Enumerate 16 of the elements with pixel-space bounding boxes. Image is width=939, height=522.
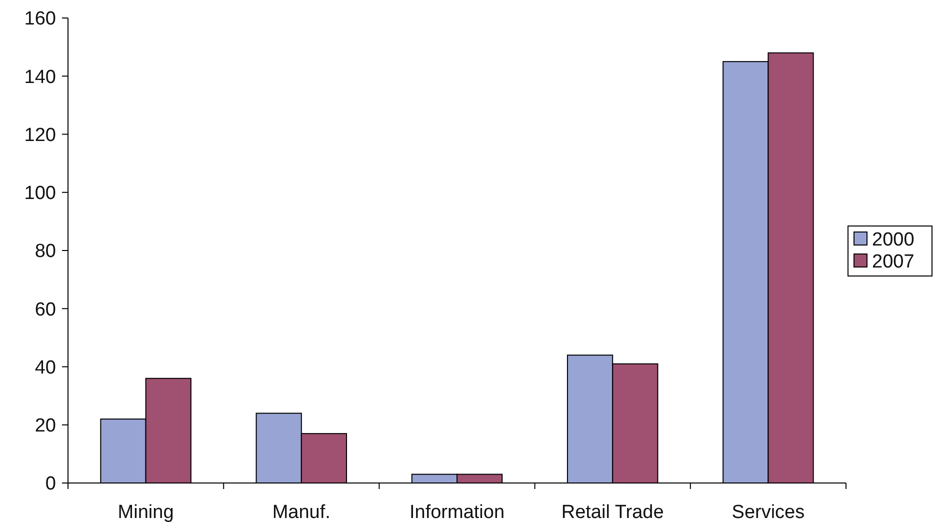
y-tick-label: 20 xyxy=(34,416,56,437)
x-tick-label: Services xyxy=(732,502,805,522)
y-tick-label: 120 xyxy=(24,124,56,146)
x-tick-label: Information xyxy=(409,502,505,522)
legend-label: 2007 xyxy=(872,252,914,273)
y-tick-label: 100 xyxy=(24,183,56,204)
y-tick-label: 80 xyxy=(34,241,56,262)
x-tick-label: Manuf. xyxy=(272,502,330,522)
x-tick-label: Mining xyxy=(118,502,174,522)
y-tick-label: 0 xyxy=(45,474,56,495)
y-tick-label: 160 xyxy=(24,8,56,30)
x-tick-label: Retail Trade xyxy=(561,502,664,522)
legend-label: 2000 xyxy=(872,230,914,251)
y-tick-label: 140 xyxy=(24,66,56,88)
y-tick-label: 60 xyxy=(34,299,56,320)
y-tick-label: 40 xyxy=(34,357,56,378)
